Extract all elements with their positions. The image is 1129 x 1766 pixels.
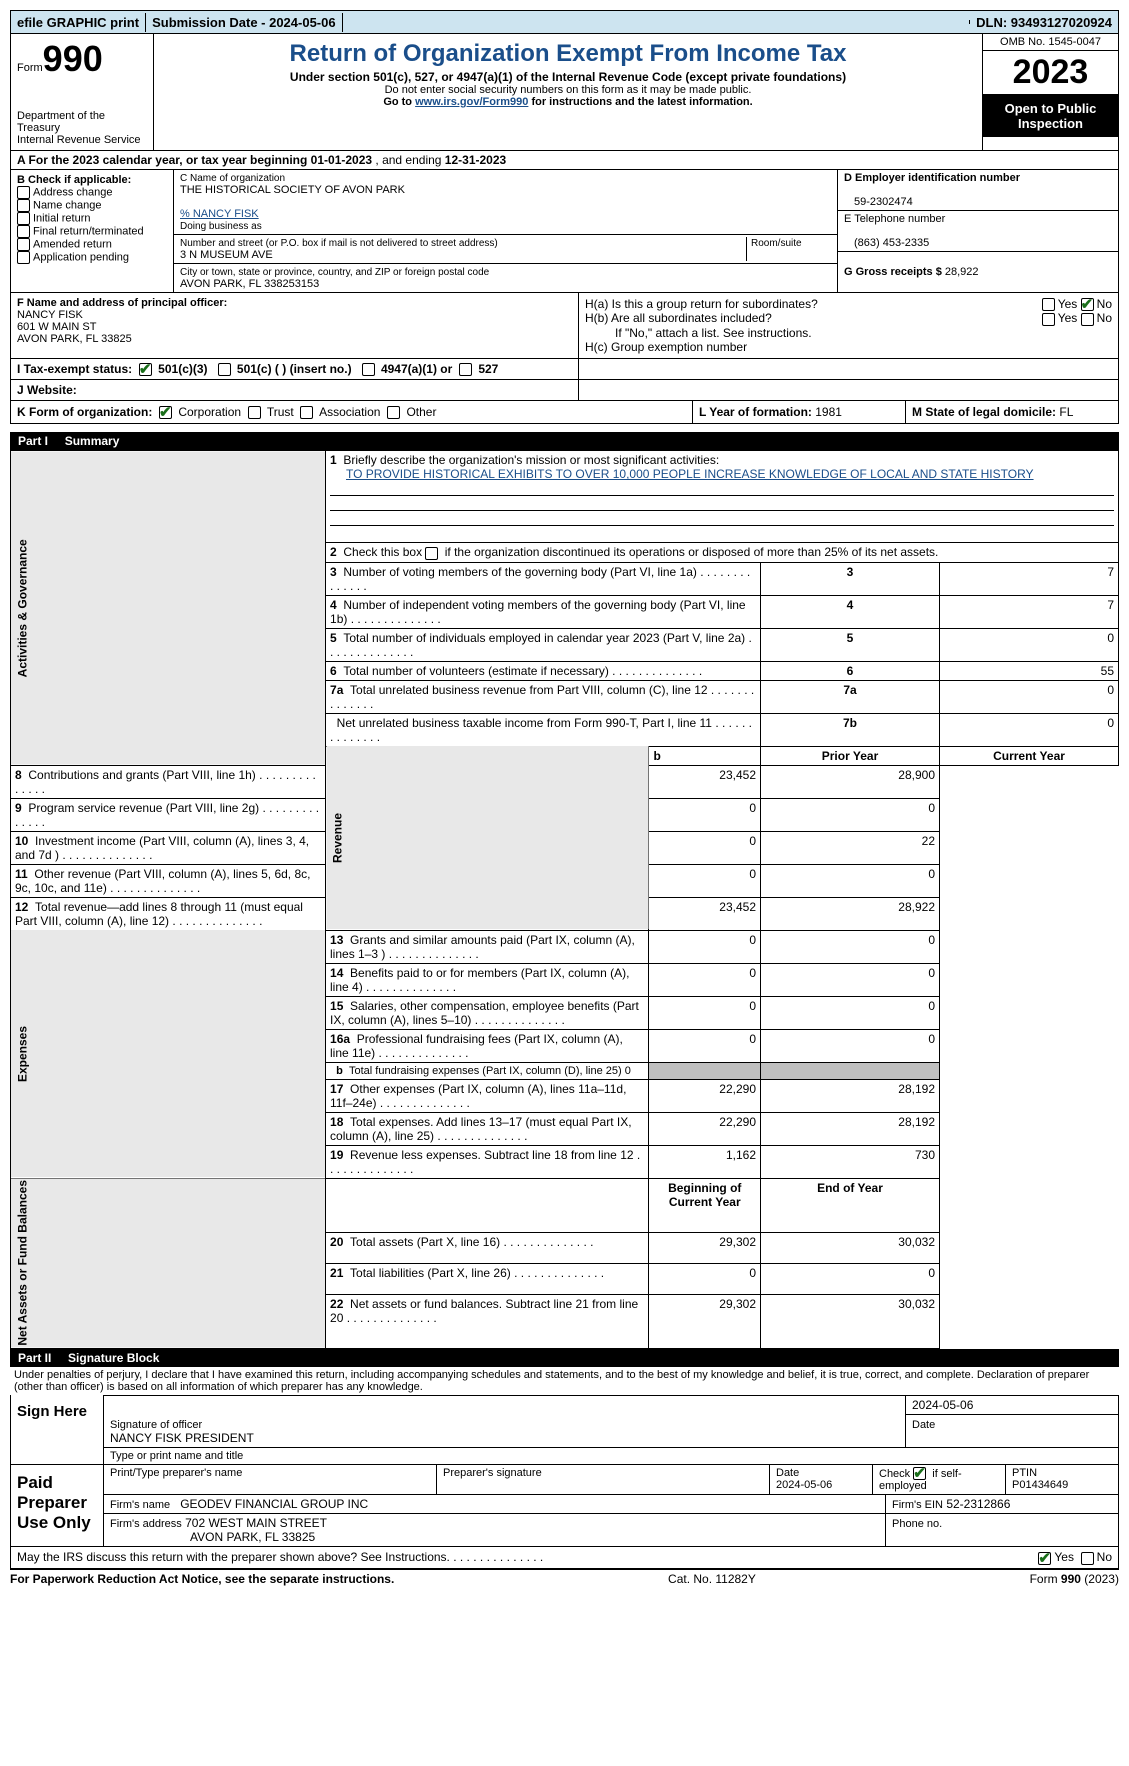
- form-subtitle: Under section 501(c), 527, or 4947(a)(1)…: [162, 70, 974, 84]
- line-k-l-m: K Form of organization: Corporation Trus…: [10, 401, 1119, 424]
- submission-date: Submission Date - 2024-05-06: [146, 13, 343, 32]
- street: 3 N MUSEUM AVE: [180, 249, 273, 261]
- perjury-text: Under penalties of perjury, I declare th…: [10, 1367, 1119, 1395]
- goto-note: Go to www.irs.gov/Form990 for instructio…: [162, 96, 974, 108]
- hb-note: If "No," attach a list. See instructions…: [585, 326, 1112, 340]
- officer-name: NANCY FISK: [17, 309, 83, 321]
- dept-irs: Internal Revenue Service: [17, 134, 147, 146]
- top-toolbar: efile GRAPHIC print Submission Date - 20…: [10, 10, 1119, 34]
- name-change-checkbox[interactable]: [17, 199, 30, 212]
- discontinued-checkbox[interactable]: [425, 547, 438, 560]
- form990-link[interactable]: www.irs.gov/Form990: [415, 96, 528, 108]
- officer-addr1: 601 W MAIN ST: [17, 321, 96, 333]
- sign-here-label: Sign Here: [11, 1395, 104, 1464]
- form-header: Form990 Department of the Treasury Inter…: [10, 34, 1119, 151]
- officer-addr2: AVON PARK, FL 33825: [17, 333, 132, 345]
- ha-label: H(a) Is this a group return for subordin…: [585, 297, 1042, 311]
- care-of[interactable]: % NANCY FISK: [180, 208, 259, 220]
- summary-table: Activities & Governance 1 Briefly descri…: [10, 450, 1119, 1349]
- org-name-label: C Name of organization: [180, 173, 285, 184]
- omb-number: OMB No. 1545-0047: [983, 34, 1118, 51]
- ha-yes-checkbox[interactable]: [1042, 298, 1055, 311]
- ha-no-checkbox[interactable]: [1081, 298, 1094, 311]
- 527-checkbox[interactable]: [459, 363, 472, 376]
- assoc-checkbox[interactable]: [300, 406, 313, 419]
- self-emp-checkbox[interactable]: [913, 1467, 926, 1480]
- page-footer: For Paperwork Reduction Act Notice, see …: [10, 1569, 1119, 1586]
- signature-block: Sign Here 2024-05-06 Signature of office…: [10, 1395, 1119, 1547]
- 501c-checkbox[interactable]: [218, 363, 231, 376]
- final-return-checkbox[interactable]: [17, 225, 30, 238]
- hb-yes-checkbox[interactable]: [1042, 313, 1055, 326]
- hb-no-checkbox[interactable]: [1081, 313, 1094, 326]
- amended-checkbox[interactable]: [17, 238, 30, 251]
- discuss-label: May the IRS discuss this return with the…: [17, 1550, 1038, 1564]
- trust-checkbox[interactable]: [248, 406, 261, 419]
- gross-value: 28,922: [945, 266, 979, 278]
- side-governance: Activities & Governance: [11, 451, 326, 765]
- discuss-no-checkbox[interactable]: [1081, 1552, 1094, 1565]
- ein: 59-2302474: [844, 196, 913, 208]
- section-b-through-g: B Check if applicable: Address change Na…: [10, 170, 1119, 293]
- officer-label: F Name and address of principal officer:: [17, 297, 227, 309]
- 4947-checkbox[interactable]: [362, 363, 375, 376]
- addr-change-checkbox[interactable]: [17, 186, 30, 199]
- hb-label: H(b) Are all subordinates included?: [585, 311, 1042, 325]
- phone-label: E Telephone number: [844, 213, 945, 225]
- org-name: THE HISTORICAL SOCIETY OF AVON PARK: [180, 184, 405, 196]
- city: AVON PARK, FL 338253153: [180, 278, 319, 290]
- hc-label: H(c) Group exemption number: [585, 340, 1112, 354]
- form-number: Form990: [17, 38, 147, 80]
- phone: (863) 453-2335: [844, 237, 929, 249]
- open-inspection: Open to Public Inspection: [983, 95, 1118, 137]
- discuss-yes-checkbox[interactable]: [1038, 1552, 1051, 1565]
- part2-header: Part II Signature Block: [10, 1349, 1119, 1367]
- tax-year: 2023: [983, 51, 1118, 95]
- box-b-label: B Check if applicable:: [17, 174, 131, 186]
- street-label: Number and street (or P.O. box if mail i…: [180, 238, 498, 249]
- line-a: A For the 2023 calendar year, or tax yea…: [10, 151, 1119, 170]
- dln-label: DLN: 93493127020924: [970, 13, 1118, 32]
- section-f-h: F Name and address of principal officer:…: [10, 293, 1119, 359]
- part1-header: Part I Summary: [10, 432, 1119, 450]
- toolbar-spacer: [343, 20, 971, 24]
- dba-label: Doing business as: [180, 221, 262, 232]
- corp-checkbox[interactable]: [159, 406, 172, 419]
- 501c3-checkbox[interactable]: [139, 363, 152, 376]
- gross-label: G Gross receipts $: [844, 266, 945, 278]
- paid-preparer-label: Paid Preparer Use Only: [11, 1465, 104, 1546]
- ein-label: D Employer identification number: [844, 172, 1020, 184]
- initial-return-checkbox[interactable]: [17, 212, 30, 225]
- mission-text[interactable]: TO PROVIDE HISTORICAL EXHIBITS TO OVER 1…: [346, 467, 1034, 481]
- line-i: I Tax-exempt status: 501(c)(3) 501(c) ( …: [10, 359, 1119, 380]
- app-pending-checkbox[interactable]: [17, 251, 30, 264]
- form-title: Return of Organization Exempt From Incom…: [162, 40, 974, 68]
- city-label: City or town, state or province, country…: [180, 267, 489, 278]
- ssn-note: Do not enter social security numbers on …: [162, 84, 974, 96]
- efile-label[interactable]: efile GRAPHIC print: [11, 13, 146, 32]
- line-j: J Website:: [10, 380, 1119, 401]
- dept-treasury: Department of the Treasury: [17, 110, 147, 134]
- other-checkbox[interactable]: [387, 406, 400, 419]
- room-label: Room/suite: [751, 238, 802, 249]
